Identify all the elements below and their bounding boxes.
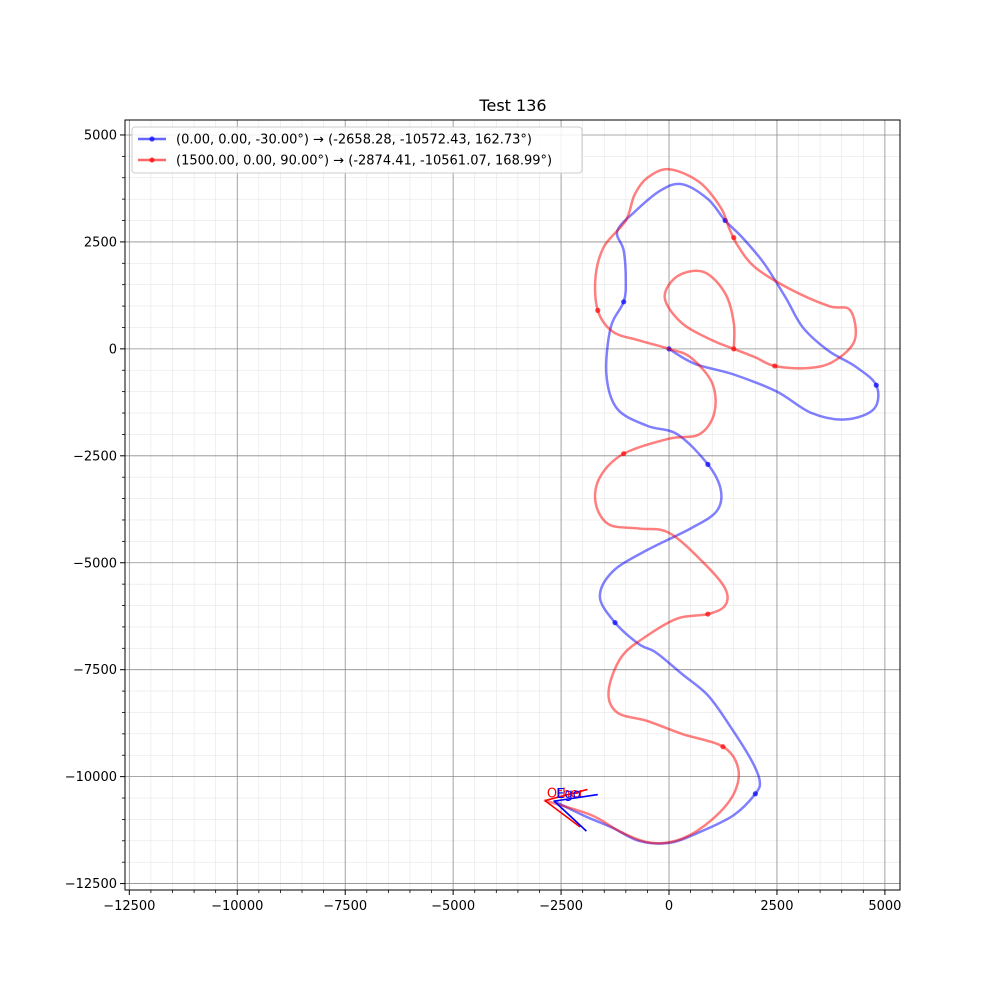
heading-arrow-ego [553, 800, 587, 832]
series-point-2 [731, 346, 737, 352]
series-layer [543, 167, 880, 845]
legend-label-1: (0.00, 0.00, -30.00°) → (-2658.28, -1057… [176, 133, 532, 148]
x-tick-label: 5000 [868, 899, 901, 914]
legend-marker-2 [149, 157, 155, 163]
minor-grid [125, 120, 900, 890]
heading-arrow-other [544, 799, 581, 828]
x-tick-label: −5000 [431, 899, 475, 914]
y-axis: 5000 2500 0 −2500 −5000 −7500 −10000 −12500 [65, 128, 125, 892]
legend-box [131, 126, 583, 174]
y-tick-label: −10000 [65, 770, 117, 785]
y-tick-label: −5000 [73, 556, 117, 571]
legend-marker-1 [149, 136, 155, 142]
y-tick-label: 2500 [84, 235, 117, 250]
y-tick-label: −2500 [73, 449, 117, 464]
major-grid [125, 120, 900, 890]
trajectory-label-ego: Ego [556, 787, 580, 802]
legend: (0.00, 0.00, -30.00°) → (-2658.28, -1057… [131, 126, 583, 174]
legend-label-2: (1500.00, 0.00, 90.00°) → (-2874.41, -10… [176, 154, 552, 169]
x-tick-label: −10000 [211, 899, 263, 914]
series-point-1 [705, 461, 711, 467]
series-point-2 [731, 235, 737, 241]
series-line-2 [543, 167, 858, 845]
series-point-2 [621, 451, 627, 457]
x-axis: −12500 −10000 −7500 −5000 −2500 0 2500 5000 [103, 890, 901, 914]
heading-arrow-other [544, 788, 588, 802]
x-tick-label: −7500 [323, 899, 367, 914]
plot-area-frame [124, 119, 901, 891]
x-tick-label: 2500 [760, 899, 793, 914]
series-point-2 [720, 744, 726, 750]
x-tick-label: −12500 [103, 899, 155, 914]
heading-arrow-ego [554, 793, 598, 802]
y-tick-label: −12500 [65, 877, 117, 892]
series-line-1 [553, 182, 880, 845]
x-tick-label: 0 [665, 899, 673, 914]
series-point-1 [612, 620, 618, 626]
series-point-1 [752, 791, 758, 797]
series-point-2 [705, 611, 711, 617]
y-tick-label: −7500 [73, 663, 117, 678]
y-tick-label: 5000 [84, 128, 117, 143]
series-point-1 [621, 299, 627, 305]
chart-title: Test 136 [478, 96, 546, 115]
y-tick-label: 0 [109, 342, 117, 357]
series-point-2 [595, 307, 601, 313]
x-tick-label: −2500 [539, 899, 583, 914]
series-point-2 [772, 363, 778, 369]
series-point-1 [873, 382, 879, 388]
